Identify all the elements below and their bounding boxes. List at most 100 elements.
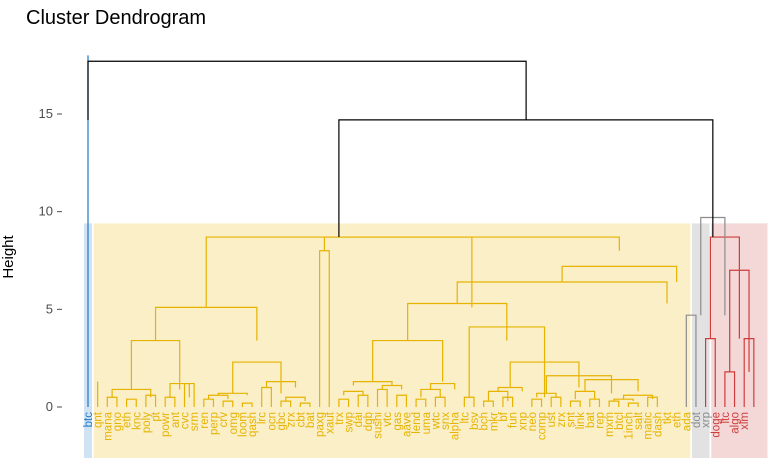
dendrogram-link [429, 382, 456, 390]
dendrogram-link [531, 398, 543, 407]
dendrogram-link [415, 398, 427, 407]
leaf-label: cbt [295, 411, 307, 427]
leaf-label: ltc [459, 412, 471, 424]
leaf-label: lrc [257, 412, 269, 424]
leaf-label: aave [401, 412, 413, 437]
leaf-label: trx [334, 412, 346, 425]
leaf-label: mxm [604, 412, 616, 437]
dendrogram-link [217, 392, 248, 396]
leaf-label: powr [160, 412, 172, 437]
leaf-label: dot [691, 411, 703, 428]
leaf-label: xrp [701, 412, 713, 428]
leaf-label: rep [594, 412, 606, 429]
leaf-label: fun [508, 412, 520, 428]
leaf-label: eth [122, 412, 134, 428]
dendrogram-links [87, 55, 755, 407]
dendrogram-link [338, 119, 714, 238]
leaf-label: swp [344, 412, 356, 432]
dendrogram-link [352, 381, 393, 386]
leaf-label: paxg [315, 412, 327, 437]
leaf-label: srm [189, 412, 201, 431]
leaf-label: ocn [266, 412, 278, 431]
dendrogram-link [372, 339, 444, 382]
leaf-label: bat [305, 411, 317, 428]
dendrogram-link [589, 398, 601, 407]
leaf-label: bch [479, 412, 491, 431]
y-tick-label: 5 [46, 301, 53, 316]
leaf-label: loom [237, 412, 249, 437]
dendrogram-link [622, 394, 654, 400]
leaf-label: dai [353, 412, 365, 427]
leaf-label: zrx [286, 412, 298, 428]
dendrogram-link [456, 281, 668, 304]
leaf-label: btcl [614, 412, 626, 430]
dendrogram-link [561, 265, 678, 282]
dendrogram-link [536, 392, 557, 398]
leaf-label: neo [527, 412, 539, 431]
leaf-label: cvc [180, 412, 192, 430]
dendrogram-link [203, 398, 215, 407]
leaf-label: uma [421, 411, 433, 434]
leaf-label: ren [199, 412, 211, 429]
dendrogram-link [685, 314, 697, 407]
leaf-label: algo [730, 412, 742, 434]
leaf-label: ada [681, 411, 693, 431]
leaf-label: doge [710, 412, 722, 438]
dendrogram-link [130, 339, 181, 390]
dendrogram-link [627, 402, 639, 407]
leaf-label: pt [151, 411, 163, 421]
leaf-label: qash [247, 412, 259, 437]
leaf-label: gas [392, 412, 404, 431]
leaf-label: omg [228, 412, 240, 434]
y-axis-label: Height [0, 234, 17, 278]
leaf-label: dash [652, 412, 664, 437]
leaf-label: snx [440, 412, 452, 430]
leaf-label: sushi [373, 412, 385, 439]
leaf-label: perp [208, 412, 220, 435]
dendrogram-link [261, 386, 272, 407]
leaf-label: xlm [739, 412, 751, 430]
leaf-label: mkr [488, 412, 500, 431]
y-axis: 0 5 10 15 [39, 106, 62, 414]
y-tick-label: 15 [39, 106, 53, 121]
dendrogram-link [299, 402, 311, 407]
leaf-label: ust [546, 411, 558, 427]
leaf-label: crv [218, 412, 230, 428]
leaf-label: eth [672, 412, 684, 428]
leaf-label: zrx [556, 412, 568, 428]
dendrogram-link [569, 400, 581, 407]
leaf-label: alpha [450, 411, 462, 440]
dendrogram-link [241, 402, 253, 407]
leaf-label: ltc [720, 412, 732, 424]
leaf-label: xnp [517, 412, 529, 431]
dendrogram-link [497, 386, 523, 392]
leaf-label: gbc [276, 412, 288, 431]
leaf-labels: btcqntmanagnoethkncpolyptpowrantcvcsrmre… [83, 411, 751, 441]
leaf-label: dgb [363, 412, 375, 431]
leaf-label: lend [411, 412, 423, 434]
leaf-label: tkt [662, 411, 674, 424]
dendrogram-link [338, 398, 350, 407]
leaf-label: ant [170, 411, 182, 428]
leaf-label: knc [131, 412, 143, 430]
leaf-label: bsv [469, 412, 481, 430]
dendrogram-link [232, 361, 282, 394]
leaf-label: poly [141, 412, 153, 433]
leaf-label: comp [537, 412, 549, 440]
leaf-label: btc [83, 412, 95, 428]
dendrogram-link [285, 396, 306, 402]
leaf-label: wtc [430, 412, 442, 431]
dendrogram-link [87, 60, 527, 120]
leaf-label: xaut [324, 411, 336, 434]
leaf-label: matic [643, 412, 655, 440]
dendrogram-link [343, 390, 364, 396]
dendrogram-link [613, 398, 634, 402]
chart-title: Cluster Dendrogram [26, 7, 206, 29]
dendrogram-link [222, 400, 234, 407]
y-tick-label: 0 [46, 399, 53, 414]
leaf-label: qnt [93, 411, 105, 428]
y-tick-label: 10 [39, 204, 53, 219]
leaf-label: bf [498, 411, 510, 421]
leaf-label: mana [102, 411, 114, 440]
dendrogram-link [396, 394, 408, 407]
